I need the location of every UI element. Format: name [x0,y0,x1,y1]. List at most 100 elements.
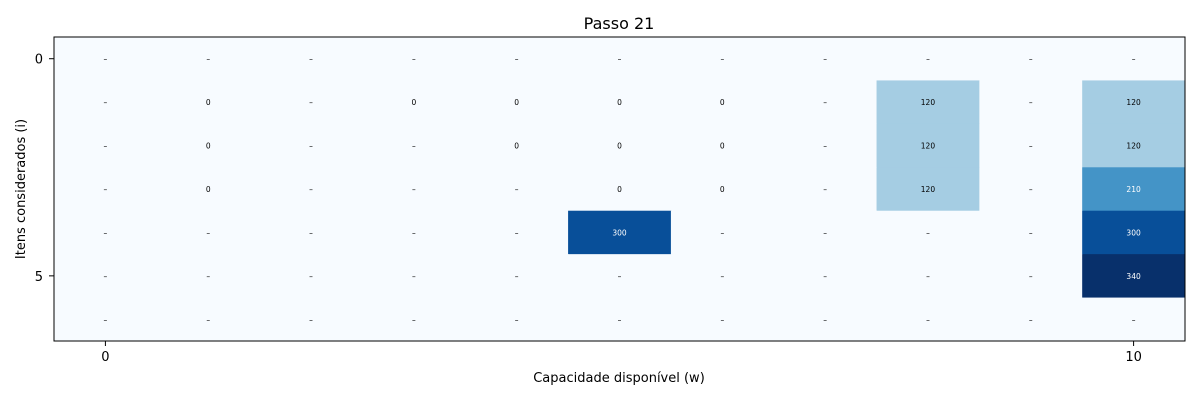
heatmap-cell [568,297,672,342]
heatmap-cell [259,167,363,212]
heatmap-cell [876,254,980,299]
cell-value-label: – [1029,142,1033,151]
cell-value-label: – [1029,228,1033,237]
cell-value-label: – [412,272,416,281]
heatmap-cell [259,254,363,299]
heatmap-cell [773,297,878,342]
heatmap-cell [670,80,775,125]
heatmap-cell [465,80,569,125]
cell-value-label: 0 [617,98,622,107]
cell-value-label: – [1029,185,1033,194]
x-tick-label: 10 [1125,350,1142,365]
cell-value-label: – [1132,315,1136,324]
cell-value-label: – [720,55,724,64]
y-axis-label: Itens considerados (i) [14,119,29,259]
heatmap-cell [979,210,1083,255]
heatmap-cells: – – – – – – – – – – – – 0 – 0 0 0 0 – 120 – 120 – 0 – – 0 0 0 – 120 – 12… [54,37,1186,342]
cell-value-label: – [104,272,108,281]
cell-value-label: – [1029,55,1033,64]
cell-value-label: – [515,185,519,194]
cell-value-label: – [926,228,930,237]
heatmap-cell [670,297,775,342]
cell-value-label: – [515,55,519,64]
heatmap-cell [156,254,261,299]
x-axis-label: Capacidade disponível (w) [533,371,705,386]
cell-value-label: – [309,185,313,194]
heatmap-cell [156,210,261,255]
heatmap-cell [876,37,980,81]
heatmap-cell [979,167,1083,212]
heatmap-cell [979,254,1083,299]
heatmap-cell [54,37,158,81]
cell-value-label: – [104,315,108,324]
cell-value-label: 0 [720,142,725,151]
heatmap-cell [773,254,878,299]
heatmap-cell [362,167,466,212]
heatmap-cell [876,210,980,255]
heatmap-cell [876,123,980,168]
cell-value-label: – [1132,55,1136,64]
heatmap-cell [156,297,261,342]
x-tick-label: 0 [101,350,109,365]
heatmap-cell [54,123,158,168]
cell-value-label: 0 [617,142,622,151]
heatmap-cell [979,297,1083,342]
heatmap-cell [1082,167,1186,212]
cell-value-label: – [309,228,313,237]
plot-frame [53,36,1186,342]
heatmap-cell [773,167,878,212]
heatmap-cell [670,254,775,299]
cell-value-label: 300 [612,228,627,237]
cell-value-label: – [412,315,416,324]
cell-value-label: – [104,185,108,194]
heatmap-cell [362,123,466,168]
cell-value-label: – [206,315,210,324]
cell-value-label: – [823,185,827,194]
heatmap-cell [54,80,158,125]
heatmap-cell [876,167,980,212]
cell-value-label: 0 [206,98,211,107]
heatmap-cell [979,80,1083,125]
heatmap-cell [156,80,261,125]
heatmap-cell [465,210,569,255]
heatmap-cell [670,123,775,168]
heatmap-cell [568,167,672,212]
heatmap-cell [773,210,878,255]
cell-value-label: – [823,55,827,64]
cell-value-label: – [515,228,519,237]
heatmap-cell [54,297,158,342]
heatmap-cell [465,254,569,299]
cell-value-label: 210 [1126,185,1141,194]
cell-value-label: – [412,228,416,237]
heatmap-cell [773,80,878,125]
cell-value-label: – [515,272,519,281]
heatmap-cell [362,297,466,342]
cell-value-label: 120 [921,185,936,194]
heatmap-cell [362,80,466,125]
cell-value-label: – [720,272,724,281]
heatmap-cell [568,210,672,255]
cell-value-label: – [515,315,519,324]
heatmap-cell [259,80,363,125]
cell-value-label: 300 [1126,228,1141,237]
heatmap-cell [979,37,1083,81]
heatmap-cell [670,167,775,212]
y-tick-label: 0 [35,53,43,68]
heatmap-cell [465,37,569,81]
heatmap-cell [259,37,363,81]
axis-ticks: 0 10 0 5 [35,53,1142,365]
cell-value-label: 120 [921,98,936,107]
cell-value-label: 0 [206,142,211,151]
cell-value-label: – [104,228,108,237]
heatmap-cell [465,123,569,168]
cell-value-label: – [618,55,622,64]
cell-value-label: 0 [514,98,519,107]
cell-value-label: – [823,228,827,237]
cell-value-label: – [618,315,622,324]
heatmap-cell [54,254,158,299]
cell-value-label: – [309,142,313,151]
cell-value-label: – [309,55,313,64]
cell-value-label: – [412,185,416,194]
cell-value-label: – [720,228,724,237]
